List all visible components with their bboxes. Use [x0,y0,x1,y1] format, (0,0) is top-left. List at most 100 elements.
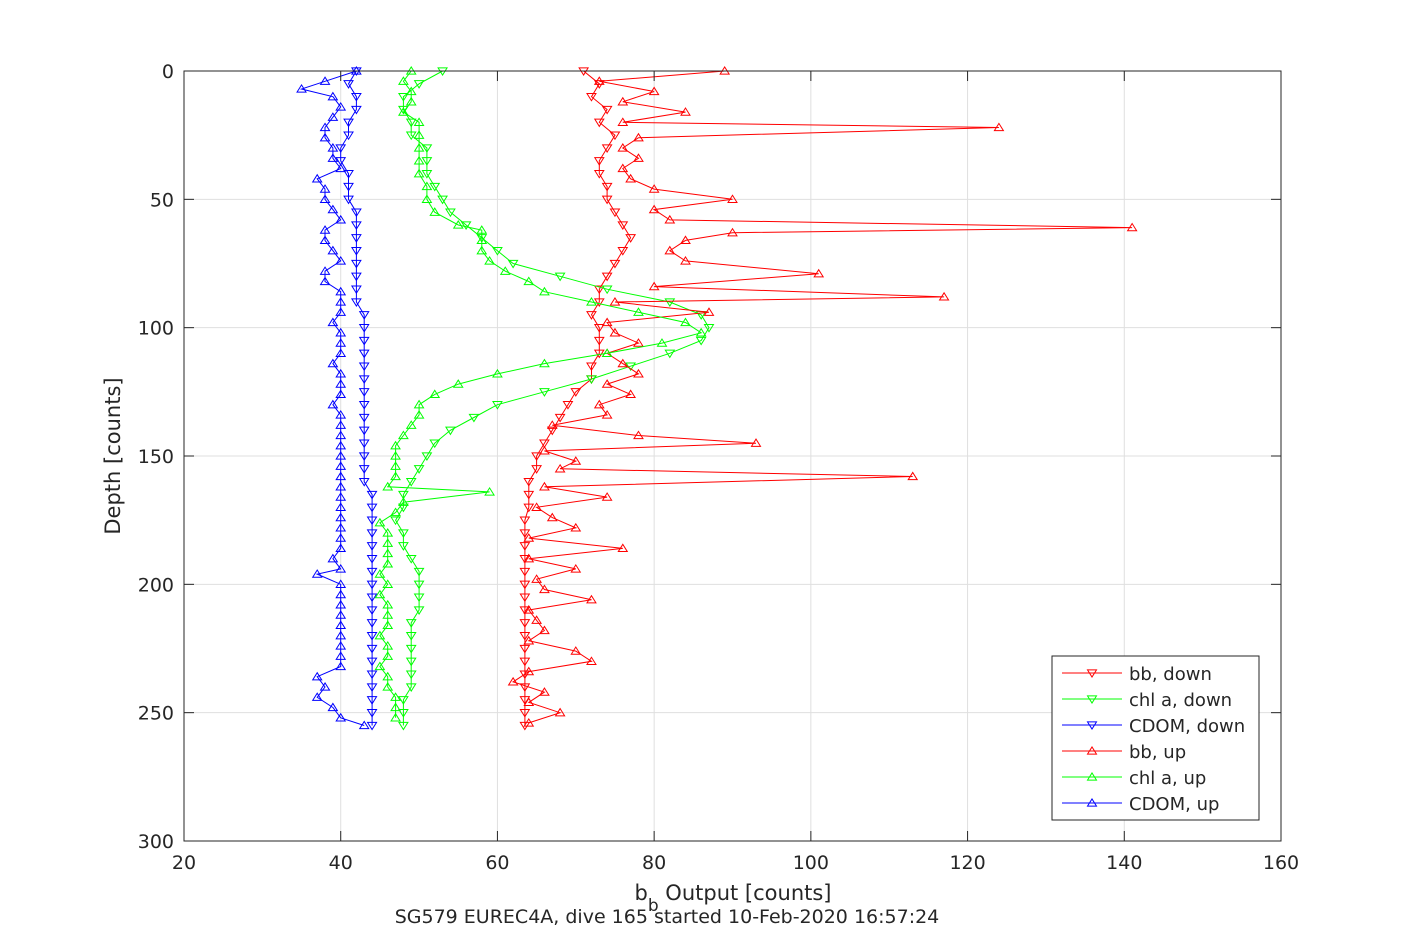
data-point [539,439,550,449]
data-point [335,661,347,671]
data-point [586,656,597,665]
data-point [413,399,425,409]
data-point [335,255,347,265]
data-point [366,580,378,590]
data-point [405,478,417,487]
data-point [397,490,409,500]
data-point [633,307,644,316]
data-point [335,440,347,450]
data-point [397,542,409,551]
legend-box [1051,655,1260,821]
legend-label: chl a, up [1129,768,1206,789]
data-point [343,182,354,192]
x-axis-label-main: b [634,881,647,905]
data-point [617,543,629,553]
data-point [586,93,597,102]
data-point [750,438,762,447]
data-point [570,646,582,655]
data-point [617,143,629,152]
data-point [335,712,347,722]
data-point [452,220,464,229]
data-point [366,542,378,551]
data-point [390,461,401,470]
legend-marker [1086,669,1098,678]
data-point [319,235,331,245]
data-point [601,285,613,295]
data-point [319,682,331,691]
data-point [421,170,433,179]
data-point [358,388,370,397]
data-point [593,157,605,166]
data-point [374,661,386,671]
data-point [350,298,362,307]
data-point [523,503,535,513]
data-point [311,692,323,701]
data-point [519,709,531,718]
data-point [296,83,307,93]
data-point [382,481,394,491]
data-point [366,683,378,692]
data-point [421,181,433,191]
data-point [335,163,347,173]
data-point [586,375,597,384]
data-point [523,635,535,645]
data-point [492,401,503,410]
data-point [656,338,668,347]
data-point [609,327,621,337]
series-bb-up [507,66,1138,727]
data-point [382,671,394,681]
data-point [546,420,558,429]
data-point [319,266,331,275]
data-point [593,324,605,333]
data-point [523,553,535,563]
data-point [460,221,472,230]
legend-marker [1086,721,1098,730]
data-point [445,208,456,218]
data-point [413,567,425,577]
data-point [319,225,331,234]
data-point [358,478,370,487]
data-point [311,569,323,578]
data-point [397,497,409,506]
data-point [531,452,543,461]
data-point [405,657,417,667]
data-point [586,311,597,320]
data-point [366,619,378,628]
data-point [382,682,394,691]
data-point [523,533,535,542]
data-point [519,542,531,551]
data-point [523,666,535,676]
data-point [382,548,394,558]
data-point [319,194,331,203]
data-point [519,606,531,615]
data-point [539,481,550,491]
data-point [390,471,401,481]
data-point [405,420,417,429]
data-point [311,173,323,183]
data-point [664,214,676,224]
data-point [366,516,378,526]
x-tick-label: 120 [949,852,985,874]
data-point [350,259,362,269]
data-point [492,368,503,378]
data-point [390,507,401,517]
data-point [335,563,347,573]
data-point [601,379,613,388]
data-point [350,93,362,102]
data-point [539,388,550,397]
data-point [366,644,378,654]
data-point [609,208,621,218]
data-point [617,96,629,106]
x-axis-label: bb Output [counts] [634,881,831,916]
data-point [633,430,644,440]
data-point [382,610,394,619]
data-point [350,285,362,295]
data-point [335,348,347,357]
data-point [570,563,582,573]
data-point [335,481,347,491]
data-point [429,439,441,449]
data-point [350,272,362,282]
data-point [335,389,347,399]
data-point [523,478,535,487]
data-point [382,579,394,588]
